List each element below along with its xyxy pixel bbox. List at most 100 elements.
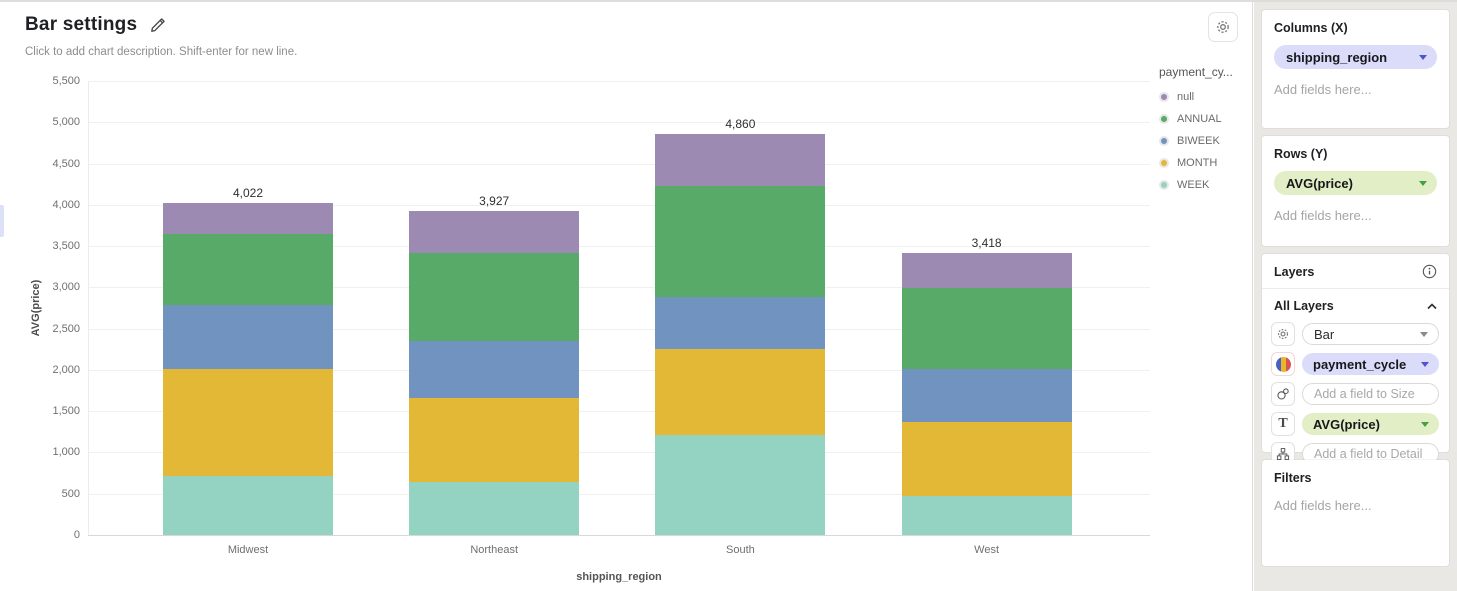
y-tick-label: 3,500 (52, 240, 80, 253)
config-sidebar: Columns (X) shipping_region Add fields h… (1254, 2, 1457, 591)
detail-field-input[interactable] (1302, 443, 1439, 465)
rows-dropzone[interactable]: Add fields here... (1274, 208, 1372, 223)
legend-item-MONTH[interactable]: MONTH (1159, 152, 1253, 174)
color-icon[interactable] (1271, 352, 1295, 376)
legend-marker (1159, 92, 1169, 102)
y-tick-label: 4,500 (52, 157, 80, 170)
y-tick-label: 0 (73, 529, 80, 541)
bar-segment-South-WEEK[interactable] (655, 434, 826, 535)
gridline (88, 287, 1150, 289)
legend-label: WEEK (1177, 179, 1210, 191)
y-axis-title: AVG(price) (30, 279, 42, 337)
chevron-up-icon[interactable] (1427, 302, 1437, 310)
rows-header: Rows (Y) (1274, 147, 1328, 161)
columns-field-pill[interactable]: shipping_region (1274, 45, 1437, 69)
size-icon[interactable] (1271, 382, 1295, 406)
y-tick-label: 5,500 (52, 75, 80, 87)
y-tick-label: 2,000 (52, 363, 80, 376)
x-axis-label: Midwest (227, 544, 269, 556)
y-tick-label: 3,000 (52, 281, 80, 294)
color-field-pill[interactable]: payment_cycle (1302, 353, 1439, 375)
chevron-down-icon (1420, 331, 1428, 337)
bar-total-label: 3,418 (971, 235, 1002, 250)
legend-marker (1159, 136, 1169, 146)
layer-size-row (1262, 382, 1449, 406)
left-panel-handle[interactable] (0, 205, 4, 237)
bar-segment-Midwest-BIWEEK[interactable] (163, 304, 333, 369)
top-hairline (0, 0, 1457, 2)
filters-dropzone[interactable]: Add fields here... (1274, 498, 1372, 513)
all-layers-toggle[interactable]: All Layers (1262, 289, 1449, 322)
x-axis-label: Northeast (470, 544, 519, 556)
legend-item-WEEK[interactable]: WEEK (1159, 174, 1253, 196)
layer-type-value: Bar (1314, 326, 1335, 342)
bar-segment-West-WEEK[interactable] (901, 496, 1072, 535)
legend-label: BIWEEK (1177, 135, 1220, 147)
legend-marker (1159, 180, 1169, 190)
y-tick-label: 1,500 (52, 405, 80, 418)
layers-header: Layers (1274, 264, 1315, 279)
bar-segment-West-null[interactable] (901, 252, 1072, 288)
y-tick-label: 5,000 (52, 116, 80, 129)
gridline (88, 246, 1150, 248)
bar-segment-West-BIWEEK[interactable] (901, 369, 1072, 422)
tooltip-field-label: AVG(price) (1313, 416, 1380, 432)
chevron-down-icon[interactable] (1419, 180, 1427, 186)
bar-segment-Northeast-BIWEEK[interactable] (409, 341, 580, 399)
layer-type-dropdown[interactable]: Bar (1302, 323, 1439, 345)
bar-segment-Northeast-null[interactable] (409, 210, 580, 254)
columns-header: Columns (X) (1274, 21, 1348, 35)
gridline (88, 369, 1150, 371)
columns-field-label: shipping_region (1286, 49, 1388, 65)
bar-segment-Northeast-ANNUAL[interactable] (409, 253, 580, 342)
layer-color-row: payment_cycle (1262, 352, 1449, 376)
info-icon[interactable] (1422, 264, 1437, 279)
chart-description-placeholder[interactable]: Click to add chart description. Shift-en… (25, 46, 298, 58)
chart-plot-area: 0 500 1,000 1,500 2,000 2,500 3,000 3,500 4,000 4… (0, 2, 1253, 591)
legend-item-BIWEEK[interactable]: BIWEEK (1159, 130, 1253, 152)
gridline (88, 81, 1150, 82)
columns-dropzone[interactable]: Add fields here... (1274, 82, 1372, 97)
bar-segment-Midwest-MONTH[interactable] (163, 368, 333, 477)
rows-field-label: AVG(price) (1286, 175, 1353, 191)
edit-title-icon[interactable] (149, 17, 166, 34)
rows-card: Rows (Y) AVG(price) Add fields here... (1262, 136, 1449, 246)
gear-icon[interactable] (1271, 322, 1295, 346)
bar-segment-Midwest-null[interactable] (163, 203, 333, 234)
bar-segment-West-MONTH[interactable] (901, 421, 1072, 497)
columns-card: Columns (X) shipping_region Add fields h… (1262, 10, 1449, 128)
all-layers-label: All Layers (1274, 299, 1334, 313)
chevron-down-icon (1421, 361, 1429, 367)
layers-card: Layers All Layers Bar (1262, 254, 1449, 466)
bar-segment-South-MONTH[interactable] (655, 349, 826, 435)
bar-segment-West-ANNUAL[interactable] (901, 287, 1072, 370)
x-axis-line (88, 535, 1150, 536)
rows-field-pill[interactable]: AVG(price) (1274, 171, 1437, 195)
tooltip-field-pill[interactable]: AVG(price) (1302, 413, 1439, 435)
bar-segment-Northeast-MONTH[interactable] (409, 398, 580, 483)
bar-total-label: 3,927 (479, 193, 510, 208)
chart-settings-button[interactable] (1208, 12, 1238, 42)
bar-segment-Midwest-ANNUAL[interactable] (163, 233, 333, 305)
y-tick-label: 500 (61, 487, 80, 500)
x-axis-label: South (726, 544, 755, 556)
size-field-input[interactable] (1302, 383, 1439, 405)
filters-card: Filters Add fields here... (1262, 460, 1449, 566)
bar-total-label: 4,860 (725, 116, 756, 131)
layer-tooltip-row: T AVG(price) (1262, 412, 1449, 436)
y-tick-label: 4,000 (52, 198, 80, 211)
bar-segment-Midwest-WEEK[interactable] (163, 476, 333, 535)
bar-segment-Northeast-WEEK[interactable] (409, 482, 580, 535)
page-title: Bar settings (25, 14, 138, 35)
bar-total-label: 4,022 (232, 186, 264, 200)
bar-segment-South-null[interactable] (655, 133, 826, 187)
filters-header: Filters (1274, 471, 1312, 485)
legend-item-ANNUAL[interactable]: ANNUAL (1159, 108, 1253, 130)
gridline (88, 122, 1150, 124)
y-tick-label: 2,500 (52, 322, 80, 335)
chevron-down-icon[interactable] (1419, 54, 1427, 60)
bar-segment-South-ANNUAL[interactable] (655, 186, 826, 298)
legend-item-null[interactable]: null (1159, 86, 1253, 108)
text-icon[interactable]: T (1271, 412, 1295, 436)
bar-segment-South-BIWEEK[interactable] (655, 297, 826, 349)
